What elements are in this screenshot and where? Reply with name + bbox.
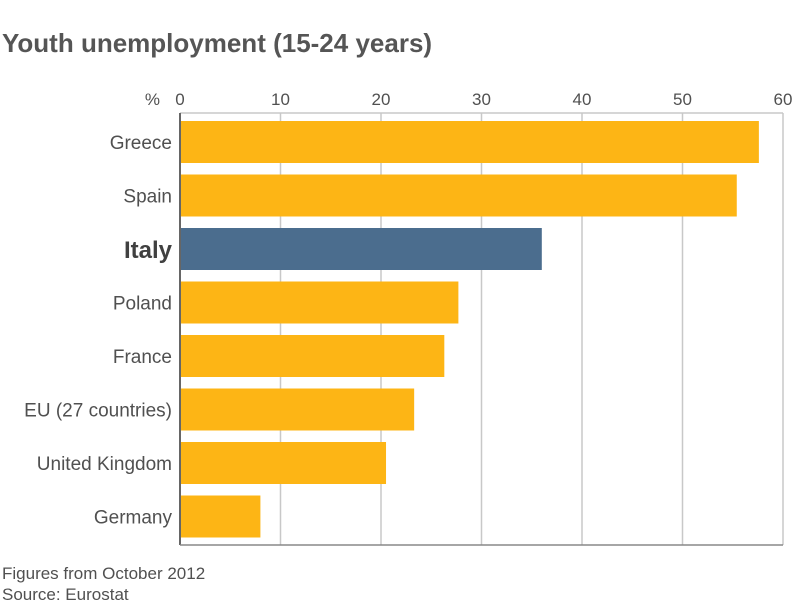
footnote: Figures from October 2012 Source: Eurost…: [2, 563, 205, 605]
bar-germany: [180, 495, 261, 538]
tick-label-10: 10: [271, 90, 290, 109]
category-label-france: France: [113, 347, 172, 368]
bar-united-kingdom: [180, 442, 387, 484]
bar-spain: [180, 174, 737, 217]
category-labels: Greece Spain Italy Poland France EU (27 count…: [24, 133, 172, 529]
bar-poland: [180, 281, 459, 324]
tick-label-20: 20: [372, 90, 391, 109]
category-label-united-kingdom: United Kingdom: [37, 454, 172, 475]
unit-label: %: [145, 90, 160, 109]
bars: [180, 121, 759, 538]
tick-label-30: 30: [472, 90, 491, 109]
bar-italy: [180, 228, 542, 270]
axes: [179, 112, 783, 546]
tick-label-60: 60: [774, 90, 793, 109]
tick-label-50: 50: [673, 90, 692, 109]
tick-label-40: 40: [573, 90, 592, 109]
bar-france: [180, 335, 445, 377]
footnote-source: Source: Eurostat: [2, 585, 129, 604]
bar-greece: [180, 121, 759, 163]
category-label-eu-27-countries: EU (27 countries): [24, 401, 172, 422]
category-label-poland: Poland: [113, 294, 172, 315]
tick-label-0: 0: [175, 90, 184, 109]
category-label-greece: Greece: [110, 133, 172, 154]
bar-eu-27-countries: [180, 388, 415, 431]
category-label-germany: Germany: [94, 508, 173, 529]
category-label-italy: Italy: [124, 237, 173, 264]
category-label-spain: Spain: [123, 187, 172, 208]
tick-labels: 0 10 20 30 40 50 60%: [145, 90, 793, 109]
footnote-date: Figures from October 2012: [2, 564, 206, 583]
chart-title: Youth unemployment (15-24 years): [2, 28, 433, 58]
